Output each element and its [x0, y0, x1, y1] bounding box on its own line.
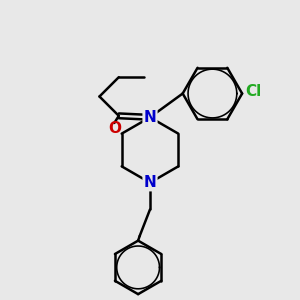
Text: N: N [144, 175, 156, 190]
Text: N: N [144, 110, 156, 125]
Text: O: O [108, 121, 121, 136]
Text: Cl: Cl [246, 84, 262, 99]
